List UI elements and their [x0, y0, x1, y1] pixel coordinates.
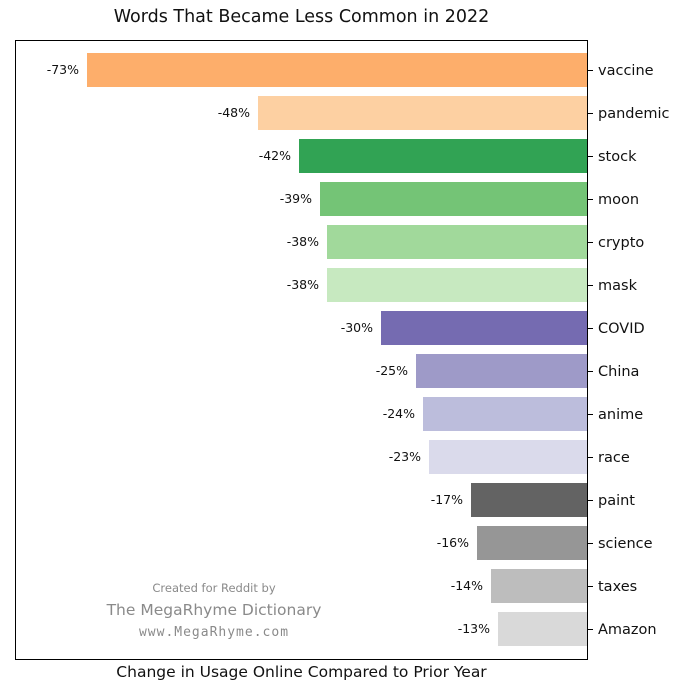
bar-value-label: -24% [382, 406, 415, 421]
category-label: mask [598, 277, 637, 294]
axis-tick [588, 414, 593, 415]
axis-tick [588, 500, 593, 501]
category-label: science [598, 535, 653, 552]
bar [320, 181, 587, 216]
category-label: pandemic [598, 105, 670, 122]
category-row: COVID [588, 307, 700, 350]
bar-row: -14% [16, 564, 587, 607]
bar-value-label: -48% [217, 105, 250, 120]
watermark-credit-text: Created for Reddit by [152, 581, 276, 595]
category-row: science [588, 522, 700, 565]
category-row: vaccine [588, 49, 700, 92]
bar [381, 310, 587, 345]
category-row: Amazon [588, 608, 700, 651]
category-label: taxes [598, 578, 638, 595]
bar-row: -73% [16, 48, 587, 91]
bar [423, 396, 587, 431]
axis-tick [588, 371, 593, 372]
watermark-url-text: www.MegaRhyme.com [138, 625, 290, 640]
axis-tick [588, 285, 593, 286]
bar-row: -39% [16, 177, 587, 220]
bar-row: -24% [16, 392, 587, 435]
chart-title: Words That Became Less Common in 2022 [113, 7, 490, 27]
axis-tick [588, 543, 593, 544]
bar-value-label: -25% [375, 363, 408, 378]
bar-value-label: -38% [286, 277, 319, 292]
category-label: Amazon [598, 621, 657, 638]
x-axis-label: Change in Usage Online Compared to Prior… [116, 663, 487, 681]
axis-tick [588, 156, 593, 157]
category-row: race [588, 436, 700, 479]
axis-tick [588, 242, 593, 243]
bar [477, 525, 587, 560]
category-label: COVID [598, 320, 645, 337]
category-row: mask [588, 264, 700, 307]
watermark-brand-text: The MegaRhyme Dictionary [106, 601, 322, 619]
bar-value-label: -38% [286, 234, 319, 249]
category-label: anime [598, 406, 644, 423]
bar-value-label: -39% [279, 191, 312, 206]
category-label: vaccine [598, 62, 654, 79]
category-row: anime [588, 393, 700, 436]
plot-rows: -73% -48% -42% -39% -38% -38% -30% -25% -24% -23%… [16, 41, 587, 659]
category-row: stock [588, 135, 700, 178]
bar-row: -25% [16, 349, 587, 392]
bar-row: -42% [16, 134, 587, 177]
category-label: crypto [598, 234, 645, 251]
category-labels: vaccine pandemic stock moon crypto mask COVID C… [588, 40, 700, 660]
bar [327, 224, 587, 259]
bar-value-label: -42% [258, 148, 291, 163]
axis-tick [588, 457, 593, 458]
bar [429, 439, 587, 474]
bar-value-label: -17% [430, 492, 463, 507]
axis-tick [588, 199, 593, 200]
bar-row: -17% [16, 478, 587, 521]
axis-tick [588, 70, 593, 71]
category-label: China [598, 363, 640, 380]
bar-row: -23% [16, 435, 587, 478]
category-row: pandemic [588, 92, 700, 135]
category-label: stock [598, 148, 637, 165]
bar-value-label: -14% [450, 578, 483, 593]
plot-area: -73% -48% -42% -39% -38% -38% -30% -25% -24% -23%… [15, 40, 588, 660]
bar [491, 568, 587, 603]
axis-tick [588, 629, 593, 630]
bar-value-label: -73% [46, 62, 79, 77]
category-row: crypto [588, 221, 700, 264]
category-row: taxes [588, 565, 700, 608]
category-row: moon [588, 178, 700, 221]
bar [498, 611, 587, 646]
category-label: moon [598, 191, 640, 208]
bar-row: -38% [16, 263, 587, 306]
category-row: paint [588, 479, 700, 522]
bar [299, 138, 587, 173]
watermark: Created for Reddit by The MegaRhyme Dict… [64, 581, 364, 640]
axis-tick [588, 586, 593, 587]
bar-row: -38% [16, 220, 587, 263]
bar [87, 52, 587, 87]
bar [416, 353, 587, 388]
bar-row: -16% [16, 521, 587, 564]
bar [471, 482, 587, 517]
bar-value-label: -30% [340, 320, 373, 335]
bar-row: -48% [16, 91, 587, 134]
bar [258, 95, 587, 130]
category-label: paint [598, 492, 635, 509]
axis-tick [588, 328, 593, 329]
bar-value-label: -13% [457, 621, 490, 636]
category-row: China [588, 350, 700, 393]
bar-row: -30% [16, 306, 587, 349]
category-label: race [598, 449, 630, 466]
bar-value-label: -23% [388, 449, 421, 464]
bar [327, 267, 587, 302]
bar-value-label: -16% [436, 535, 469, 550]
axis-tick [588, 113, 593, 114]
bar-row: -13% [16, 607, 587, 650]
